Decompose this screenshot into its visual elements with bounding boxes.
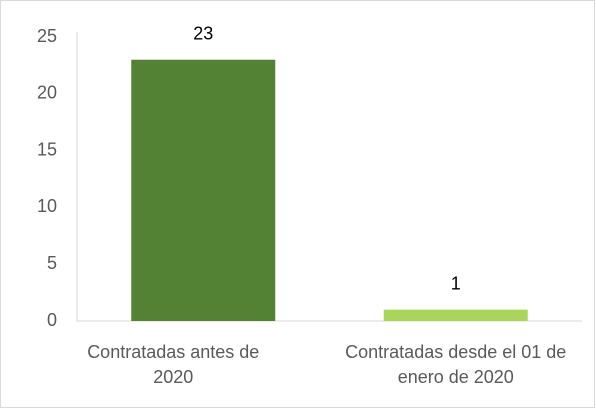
y-tick-label: 10 bbox=[37, 196, 57, 216]
x-tick-label: Contratadas desde el 01 de enero de 2020 bbox=[345, 342, 567, 387]
bar bbox=[383, 309, 528, 321]
y-tick-label: 5 bbox=[47, 253, 57, 273]
data-label: 1 bbox=[451, 273, 461, 293]
x-tick-label: Contratadas antes de 2020 bbox=[87, 342, 260, 387]
y-tick-label: 0 bbox=[47, 310, 57, 330]
bar bbox=[131, 59, 276, 321]
y-tick-label: 20 bbox=[37, 83, 57, 103]
data-label: 23 bbox=[193, 23, 213, 43]
y-tick-label: 25 bbox=[37, 26, 57, 46]
y-tick-label: 15 bbox=[37, 139, 57, 159]
